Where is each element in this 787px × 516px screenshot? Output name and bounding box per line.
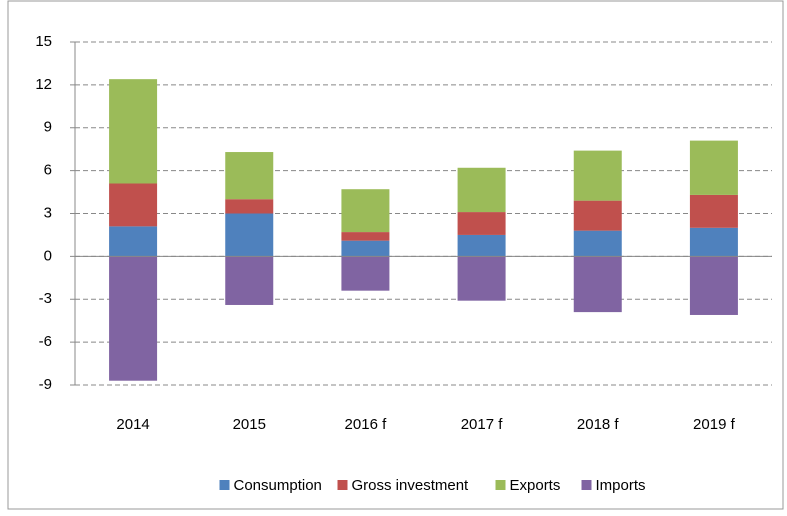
bar-segment [457,212,506,235]
legend-swatch [219,480,230,490]
y-tick-label: 9 [44,119,52,136]
bar-segment [457,256,506,301]
bar-segment [573,150,622,201]
bar-segment [457,234,506,257]
legend-swatch [337,480,348,490]
bar-segment [225,199,274,214]
bar-segment [689,194,738,228]
legend-label: Consumption [234,477,322,494]
y-tick-label: 3 [44,204,52,221]
bar-segment [457,167,506,213]
y-tick-label: 6 [44,162,52,179]
bar-segment [689,227,738,257]
bar-segment [109,79,158,184]
bar-segment [341,232,390,241]
legend-label: Imports [596,477,646,494]
legend-label: Gross investment [352,477,470,494]
bar-segment [689,256,738,315]
bar-segment [573,230,622,257]
y-tick-label: -9 [39,376,52,393]
x-tick-label: 2014 [116,416,149,433]
x-tick-label: 2017 f [461,416,504,433]
x-tick-label: 2016 f [345,416,388,433]
bar-segment [109,256,158,381]
x-tick-label: 2015 [233,416,266,433]
bar-segment [341,189,390,233]
legend-swatch [581,480,592,490]
bar-segment [109,226,158,257]
bar-segment [225,152,274,200]
bar-segment [225,213,274,257]
y-tick-label: -3 [39,290,52,307]
legend-label: Exports [510,477,561,494]
y-tick-label: 12 [35,76,52,93]
bar-segment [109,183,158,227]
legend-swatch [495,480,506,490]
bar-segment [341,256,390,291]
y-tick-label: 15 [35,33,52,50]
bar-segment [341,240,390,257]
bar-segment [689,140,738,195]
x-tick-label: 2019 f [693,416,736,433]
y-tick-label: -6 [39,333,52,350]
bar-segment [573,200,622,231]
bar-segment [225,256,274,305]
bar-segment [573,256,622,313]
y-tick-label: 0 [44,247,52,264]
x-tick-label: 2018 f [577,416,620,433]
